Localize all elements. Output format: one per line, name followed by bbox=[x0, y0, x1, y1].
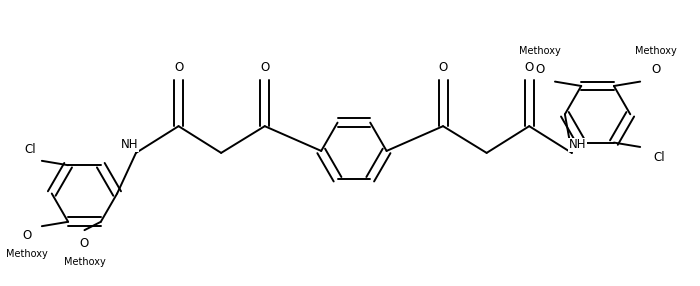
Text: O: O bbox=[524, 61, 534, 74]
Text: O: O bbox=[652, 63, 661, 76]
Text: NH: NH bbox=[121, 138, 139, 152]
Text: O: O bbox=[22, 229, 32, 242]
Text: O: O bbox=[260, 61, 270, 74]
Text: Methoxy: Methoxy bbox=[635, 46, 677, 56]
Text: O: O bbox=[536, 63, 545, 76]
Text: O: O bbox=[174, 61, 183, 74]
Text: Methoxy: Methoxy bbox=[64, 257, 105, 267]
Text: NH: NH bbox=[569, 138, 587, 152]
Text: Methoxy: Methoxy bbox=[519, 46, 561, 56]
Text: O: O bbox=[80, 237, 89, 249]
Text: Cl: Cl bbox=[25, 144, 36, 156]
Text: Methoxy: Methoxy bbox=[6, 249, 48, 259]
Text: Cl: Cl bbox=[653, 151, 665, 164]
Text: O: O bbox=[438, 61, 448, 74]
